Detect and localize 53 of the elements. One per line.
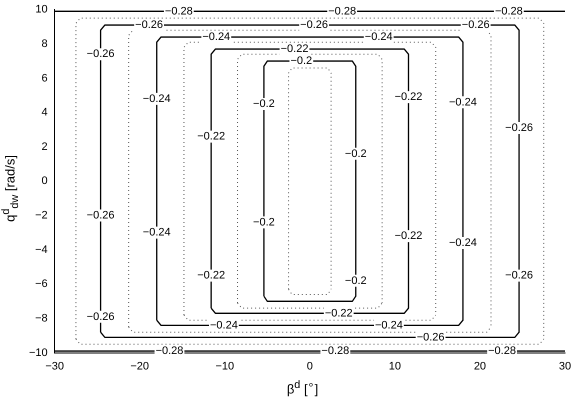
- x-tick-label: 20: [474, 360, 486, 372]
- annotation: −0.28: [328, 5, 356, 18]
- annotation: −0.22: [197, 270, 226, 282]
- annotation: −0.2: [344, 274, 367, 287]
- x-tick-label: 0: [306, 360, 313, 372]
- annotation: −0.28: [164, 5, 193, 18]
- y-tick-label: 4: [42, 106, 48, 119]
- annotation: −0.24: [364, 31, 393, 44]
- annotation: −0.26: [86, 310, 115, 323]
- y-tick-label: −6: [35, 278, 48, 290]
- annotation: −0.26: [416, 331, 445, 344]
- annotation: −0.26: [86, 48, 115, 60]
- annotation: −0.24: [142, 226, 171, 239]
- y-tick-label: −8: [35, 312, 48, 325]
- x-tick-label: 30: [558, 360, 572, 372]
- annotation: −0.24: [202, 31, 230, 44]
- annotation: −0.24: [449, 237, 477, 250]
- annotation: −0.28: [494, 5, 523, 18]
- annotation: −0.2: [253, 216, 275, 228]
- x-tick-label: −10: [215, 360, 234, 372]
- annotation: −0.26: [86, 210, 115, 222]
- y-tick-label: −4: [35, 244, 48, 256]
- annotation: −0.2: [290, 55, 312, 68]
- annotation: −0.26: [462, 19, 490, 32]
- y-tick-label: 8: [42, 38, 48, 50]
- annotation: −0.26: [505, 270, 533, 282]
- annotation: −0.28: [321, 345, 350, 358]
- annotation: −0.26: [505, 122, 533, 134]
- x-tick-label: −20: [130, 360, 150, 372]
- annotation: −0.24: [210, 319, 238, 332]
- x-axis-title: β$^{d}$ [$^{∘}$]: [286, 378, 320, 396]
- y-tick-label: 2: [42, 140, 48, 153]
- annotation: −0.22: [280, 43, 308, 56]
- x-tick-label: 10: [388, 360, 402, 372]
- annotation: −0.26: [300, 19, 328, 32]
- annotation: −0.2: [344, 148, 367, 160]
- annotation: −0.24: [375, 319, 403, 332]
- y-tick-label: 10: [35, 4, 48, 16]
- annotation: −0.28: [488, 345, 516, 358]
- y-tick-label: −10: [28, 346, 48, 359]
- y-tick-label: 6: [42, 72, 48, 84]
- annotation: −0.22: [394, 230, 422, 242]
- y-tick-label: −2: [35, 210, 48, 222]
- annotation: −0.24: [449, 96, 477, 108]
- annotation: −0.22: [197, 130, 226, 143]
- annotation: −0.26: [135, 19, 163, 32]
- annotation: −0.2: [253, 98, 275, 110]
- annotation: −0.22: [394, 91, 422, 104]
- annotation: −0.22: [324, 307, 353, 320]
- annotation: −0.24: [142, 92, 171, 105]
- x-tick-label: −30: [45, 360, 64, 372]
- annotation: −0.28: [156, 345, 184, 358]
- y-tick-label: 0: [42, 175, 48, 188]
